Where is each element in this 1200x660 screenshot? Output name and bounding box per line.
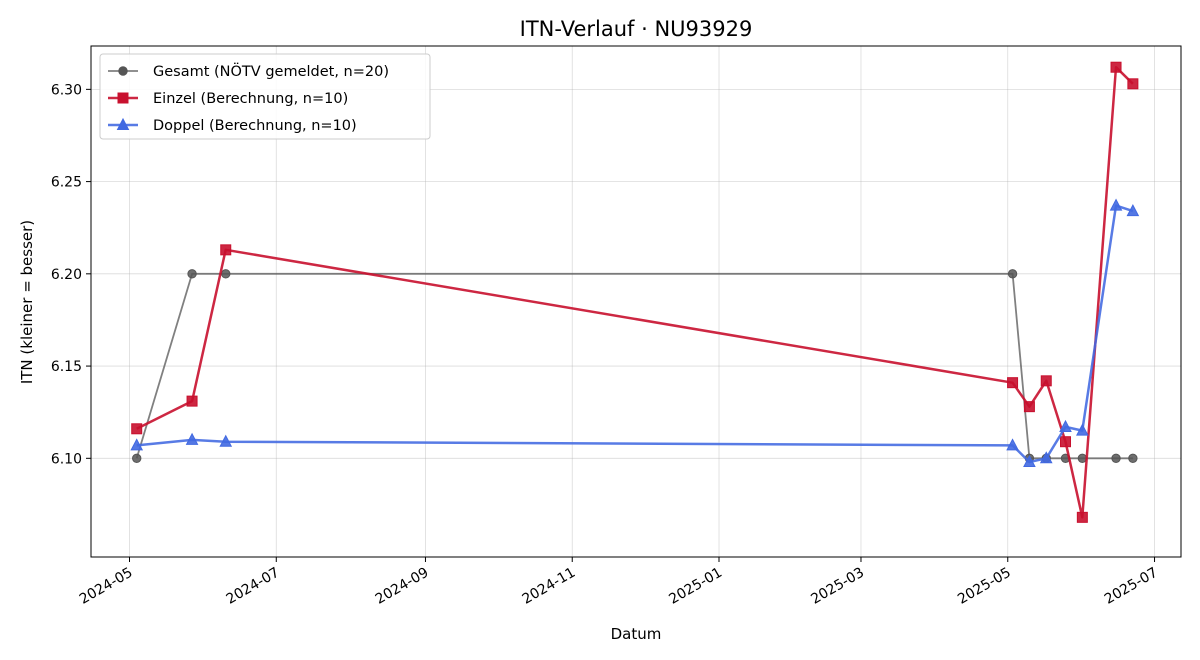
data-point	[1128, 453, 1138, 464]
legend-label: Einzel (Berechnung, n=10)	[153, 91, 348, 107]
legend: Gesamt (NÖTV gemeldet, n=20) Einzel (Bere…	[99, 53, 431, 140]
legend-label: Gesamt (NÖTV gemeldet, n=20)	[153, 62, 389, 80]
data-point	[1040, 375, 1052, 387]
data-point	[1023, 454, 1036, 467]
series-layer	[130, 61, 1140, 523]
series-line	[136, 204, 1134, 464]
y-axis-ticks: 6.10 6.15 6.20 6.25 6.30	[51, 82, 91, 467]
legend-marker	[118, 66, 128, 76]
data-point	[185, 432, 199, 445]
x-axis-label: Datum	[611, 625, 662, 643]
data-point	[1007, 377, 1019, 389]
y-tick-label: 6.30	[51, 82, 82, 98]
legend-label: Doppel (Berechnung, n=10)	[153, 118, 357, 134]
data-point	[1059, 419, 1072, 432]
data-point	[220, 244, 232, 256]
series-markers	[130, 198, 1140, 467]
data-point	[1127, 78, 1139, 90]
x-axis-ticks: 2024-05 2024-07 2024-09 2024-11 2025-01 2025-…	[77, 557, 1161, 608]
x-tick-label: 2024-05	[77, 565, 136, 608]
legend-item: Doppel (Berechnung, n=10)	[108, 117, 357, 134]
data-point	[131, 423, 143, 435]
x-tick-label: 2025-05	[955, 565, 1014, 608]
series-square	[131, 61, 1139, 523]
series-line	[136, 65, 1134, 519]
data-point	[1023, 401, 1035, 413]
series-line	[135, 272, 1133, 460]
series-markers	[131, 61, 1139, 523]
legend-box	[99, 53, 431, 140]
x-tick-label: 2025-01	[666, 565, 725, 608]
y-axis-label: ITN (kleiner = besser)	[18, 220, 36, 384]
data-point	[1110, 61, 1122, 73]
data-point	[1076, 511, 1088, 523]
y-tick-label: 6.25	[51, 175, 82, 191]
data-point	[1109, 198, 1123, 211]
chart-title: ITN-Verlauf · NU93929	[520, 17, 753, 41]
data-point	[186, 395, 198, 407]
data-point	[1076, 423, 1089, 436]
data-point	[1111, 453, 1121, 464]
legend-item: Einzel (Berechnung, n=10)	[108, 91, 348, 107]
data-point	[219, 434, 233, 447]
x-tick-label: 2024-07	[224, 565, 283, 608]
y-tick-label: 6.20	[51, 267, 82, 283]
data-point	[1007, 269, 1018, 279]
x-tick-label: 2025-03	[808, 565, 867, 608]
data-point	[130, 438, 144, 451]
legend-marker	[117, 92, 129, 104]
legend-marker	[116, 117, 130, 130]
data-point	[1006, 438, 1019, 451]
x-tick-label: 2024-09	[373, 565, 432, 608]
x-tick-label: 2024-11	[520, 565, 579, 608]
data-point	[221, 269, 231, 279]
data-point	[1126, 204, 1140, 217]
data-point	[187, 269, 197, 279]
data-point	[1060, 436, 1072, 448]
y-tick-label: 6.15	[51, 359, 82, 375]
series-triangle	[130, 198, 1140, 467]
plot-frame	[90, 45, 1182, 558]
y-tick-label: 6.10	[51, 451, 82, 467]
data-point	[1039, 451, 1053, 464]
x-tick-label: 2025-07	[1102, 565, 1161, 608]
data-point	[132, 453, 142, 464]
legend-item: Gesamt (NÖTV gemeldet, n=20)	[108, 62, 389, 80]
